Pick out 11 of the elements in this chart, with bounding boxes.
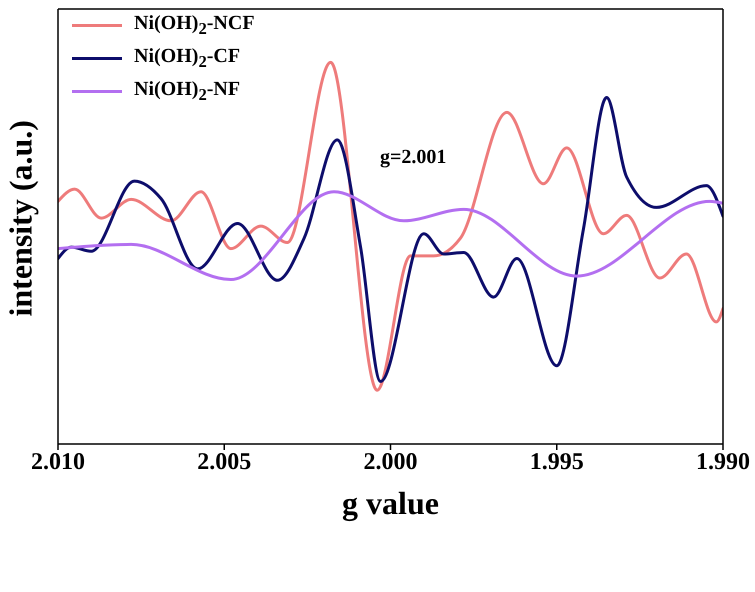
legend-label: Ni(OH)$_{2}$-NCF (134, 12, 255, 39)
x-tick-label: 2.005 (197, 449, 252, 476)
x-tick-label: 1.995 (530, 449, 584, 476)
annotation: g=2.001 (380, 146, 446, 169)
y-axis-title: intensity (a.u.) (2, 120, 38, 316)
x-tick-label: 1.990 (696, 449, 750, 476)
x-axis-title: g value (342, 485, 439, 522)
x-tick-label: 2.000 (364, 449, 418, 476)
legend-label: Ni(OH)$_{2}$-CF (134, 45, 240, 72)
x-tick-label: 2.010 (31, 449, 85, 476)
legend-label: Ni(OH)$_{2}$-NF (134, 78, 240, 105)
